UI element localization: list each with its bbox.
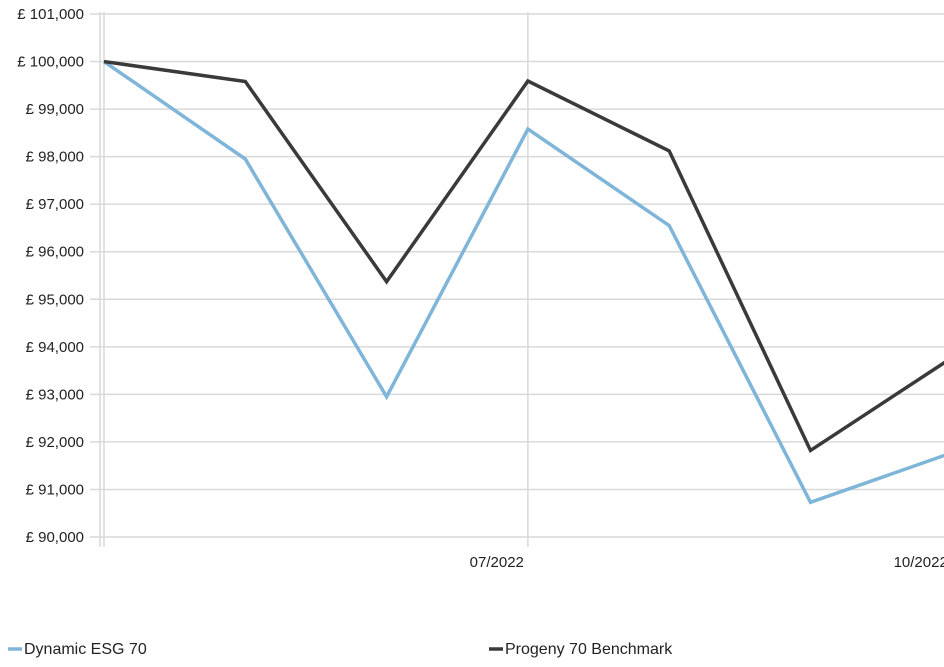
y-tick-label: £ 97,000 bbox=[26, 196, 84, 213]
y-tick-label: £ 100,000 bbox=[17, 54, 84, 71]
y-tick-label: £ 101,000 bbox=[17, 6, 84, 23]
y-tick-label: £ 91,000 bbox=[26, 481, 84, 498]
legend-label: Dynamic ESG 70 bbox=[24, 641, 147, 658]
axes bbox=[99, 12, 105, 547]
legend-label: Progeny 70 Benchmark bbox=[505, 641, 673, 658]
y-tick-label: £ 90,000 bbox=[26, 529, 84, 546]
grid-lines bbox=[90, 12, 944, 547]
legend: Dynamic ESG 70 Progeny 70 Benchmark bbox=[8, 641, 673, 658]
y-axis-ticks: £ 101,000 £ 100,000 £ 99,000 £ 98,000 £ 97,0… bbox=[17, 6, 84, 546]
series-line-progeny-70-benchmark bbox=[103, 59, 944, 454]
x-tick-label: 07/2022 bbox=[470, 554, 524, 571]
series-line-dynamic-esg-70 bbox=[103, 60, 944, 505]
y-tick-label: £ 96,000 bbox=[26, 244, 84, 261]
y-tick-label: £ 95,000 bbox=[26, 291, 84, 308]
series-lines bbox=[103, 59, 944, 505]
y-tick-label: £ 92,000 bbox=[26, 434, 84, 451]
y-tick-label: £ 99,000 bbox=[26, 101, 84, 118]
x-axis-ticks: 07/2022 10/2022 bbox=[470, 554, 944, 571]
y-tick-label: £ 98,000 bbox=[26, 149, 84, 166]
y-tick-label: £ 94,000 bbox=[26, 339, 84, 356]
y-tick-label: £ 93,000 bbox=[26, 386, 84, 403]
x-tick-label: 10/2022 bbox=[894, 554, 944, 571]
